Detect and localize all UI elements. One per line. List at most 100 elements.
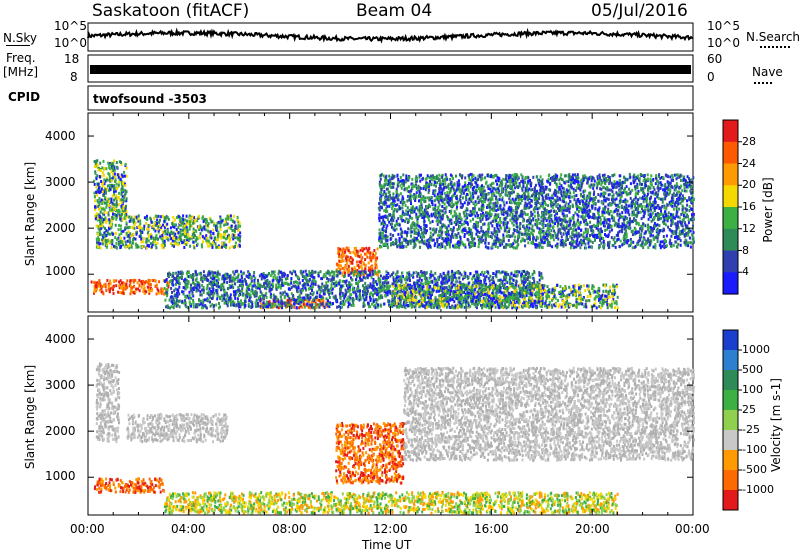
data-cell <box>401 179 403 182</box>
data-cell <box>173 231 175 234</box>
data-cell <box>682 194 684 197</box>
data-cell <box>239 245 241 248</box>
data-cell <box>565 236 567 239</box>
data-cell <box>115 218 117 221</box>
data-cell <box>669 182 671 185</box>
data-cell <box>360 264 362 267</box>
data-cell <box>471 232 473 235</box>
data-cell <box>553 225 555 228</box>
data-cell <box>616 213 618 216</box>
data-cell <box>384 180 386 183</box>
data-cell <box>514 173 516 176</box>
data-cell <box>96 224 98 227</box>
data-cell <box>159 224 161 227</box>
data-cell <box>503 213 505 216</box>
data-cell <box>657 204 659 207</box>
data-cell <box>97 236 99 239</box>
data-cell <box>121 213 123 216</box>
data-cell <box>565 180 567 183</box>
data-cell <box>552 236 554 239</box>
data-cell <box>118 192 120 195</box>
data-cell <box>663 215 665 218</box>
data-cell <box>350 256 352 259</box>
data-cell <box>98 285 100 288</box>
data-cell <box>113 186 115 189</box>
data-cell <box>526 176 528 179</box>
data-cell <box>351 261 353 264</box>
data-cell <box>686 204 688 207</box>
data-cell <box>650 215 652 218</box>
data-cell <box>565 201 567 204</box>
data-cell <box>634 205 636 208</box>
data-cell <box>448 187 450 190</box>
data-cell <box>361 268 363 271</box>
data-cell <box>121 189 123 192</box>
data-cell <box>365 247 367 250</box>
data-cell <box>234 229 236 232</box>
data-cell <box>503 204 505 207</box>
data-cell <box>166 223 168 226</box>
data-cell <box>592 241 594 244</box>
data-cell <box>122 175 124 178</box>
data-cell <box>438 198 440 201</box>
data-cell <box>415 194 417 197</box>
data-cell <box>126 232 128 235</box>
data-cell <box>197 243 199 246</box>
data-cell <box>652 204 654 207</box>
data-cell <box>677 215 679 218</box>
data-cell <box>548 174 550 177</box>
data-cell <box>113 159 115 162</box>
data-cell <box>444 198 446 201</box>
data-cell <box>637 175 639 178</box>
data-cell <box>611 182 613 185</box>
data-cell <box>671 197 673 200</box>
data-cell <box>477 225 479 228</box>
data-cell <box>111 216 113 219</box>
data-cell <box>509 214 511 217</box>
data-cell <box>130 289 132 292</box>
data-cell <box>100 211 102 214</box>
data-cell <box>112 194 114 197</box>
data-cell <box>491 246 493 249</box>
data-cell <box>161 234 163 237</box>
data-cell <box>556 185 558 188</box>
data-cell <box>597 193 599 196</box>
data-cell <box>509 243 511 246</box>
data-cell <box>237 238 239 241</box>
data-cell <box>437 223 439 226</box>
data-cell <box>441 237 443 240</box>
data-cell <box>437 238 439 241</box>
data-cell <box>464 233 466 236</box>
data-cell <box>437 193 439 196</box>
data-cell <box>573 191 575 194</box>
data-cell <box>100 219 102 222</box>
data-cell <box>441 205 443 208</box>
data-cell <box>650 178 652 181</box>
data-cell <box>534 190 536 193</box>
data-cell <box>402 197 404 200</box>
data-cell <box>120 198 122 201</box>
data-cell <box>120 245 122 248</box>
data-cell <box>431 183 433 186</box>
data-cell <box>118 224 120 227</box>
data-cell <box>143 225 145 228</box>
data-cell <box>655 177 657 180</box>
data-cell <box>193 241 195 244</box>
data-cell <box>148 228 150 231</box>
data-cell <box>575 234 577 237</box>
data-cell <box>383 243 385 246</box>
data-cell <box>576 231 578 234</box>
data-cell <box>433 208 435 211</box>
data-cell <box>204 237 206 240</box>
freq-band <box>90 65 691 74</box>
data-cell <box>426 211 428 214</box>
data-cell <box>182 214 184 217</box>
data-cell <box>484 190 486 193</box>
data-cell <box>495 196 497 199</box>
data-cell <box>379 228 381 231</box>
data-cell <box>678 187 680 190</box>
data-cell <box>434 204 436 207</box>
data-cell <box>582 217 584 220</box>
data-cell <box>126 279 128 282</box>
data-cell <box>351 268 353 271</box>
